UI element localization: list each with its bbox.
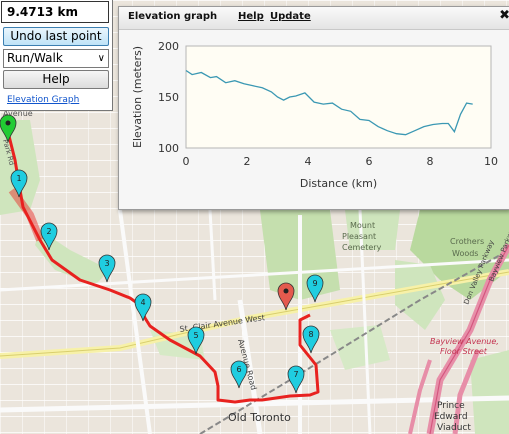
route-marker-5[interactable]: 5 xyxy=(187,326,205,355)
park-area xyxy=(345,210,400,250)
map-pin-icon xyxy=(230,360,248,389)
map-label-bayview: Bayview Avenue, Floor Street xyxy=(430,337,499,356)
road-edge xyxy=(0,271,509,357)
end-marker[interactable] xyxy=(277,282,295,311)
window-title: Elevation graph xyxy=(128,11,218,22)
map-pin-icon xyxy=(0,114,17,143)
bayview-avenue xyxy=(452,349,481,434)
marker-label: 1 xyxy=(16,174,21,183)
y-tick-label: 200 xyxy=(158,40,179,53)
marker-label: 2 xyxy=(46,227,51,236)
route-marker-2[interactable]: 2 xyxy=(40,222,58,251)
route-highlight xyxy=(8,187,44,242)
road xyxy=(0,258,509,292)
park-area xyxy=(395,260,445,330)
route-marker-1[interactable]: 1 xyxy=(10,169,28,198)
route-marker-4[interactable]: 4 xyxy=(134,293,152,322)
elevation-graph-window: Elevation graph Help Update ✖ 0 2 4 6 8 10 100… xyxy=(118,6,509,210)
map-pin-icon xyxy=(287,365,305,394)
road xyxy=(118,209,152,434)
marker-label: 4 xyxy=(140,298,145,307)
elevation-graph-link[interactable]: Elevation Graph xyxy=(7,95,80,105)
pin-dot xyxy=(5,120,11,126)
park-area xyxy=(470,350,509,434)
y-axis-label: Elevation (meters) xyxy=(131,46,144,148)
x-tick-label: 10 xyxy=(484,155,498,168)
park-area xyxy=(35,230,110,285)
x-tick-label: 2 xyxy=(244,155,251,168)
distance-display: 9.4713 km xyxy=(1,1,109,23)
route-line xyxy=(6,131,320,404)
route-marker-6[interactable]: 6 xyxy=(230,360,248,389)
road xyxy=(208,209,217,301)
park-area xyxy=(330,325,390,370)
map-label-old-toronto: Old Toronto xyxy=(228,411,291,424)
map-label-mount-pleasant: Mount Pleasant Cemetery xyxy=(342,221,382,252)
route-marker-3[interactable]: 3 xyxy=(98,254,116,283)
mode-select[interactable]: Run/Walk ∨ xyxy=(3,49,109,68)
map-label-prince-edward: Prince Edward Viaduct xyxy=(434,401,471,433)
map-pin-icon xyxy=(10,169,28,198)
undo-last-point-button[interactable]: Undo last point xyxy=(3,27,109,46)
road xyxy=(358,209,372,434)
marker-label: 5 xyxy=(193,331,198,340)
map-pin-icon xyxy=(277,282,295,311)
plot-area xyxy=(185,45,492,149)
marker-label: 8 xyxy=(308,330,313,339)
marker-label: 3 xyxy=(104,259,109,268)
elevation-chart: 0 2 4 6 8 10 100 150 200 Distance (km) Elevation… xyxy=(131,40,498,190)
map-pin-icon xyxy=(187,326,205,355)
help-button[interactable]: Help xyxy=(3,70,109,89)
map-pin-icon xyxy=(98,254,116,283)
x-tick-label: 8 xyxy=(427,155,434,168)
x-tick-label: 0 xyxy=(183,155,190,168)
marker-label: 7 xyxy=(293,370,298,379)
x-tick-label: 6 xyxy=(366,155,373,168)
y-tick-label: 150 xyxy=(158,91,179,104)
map-pin-icon xyxy=(302,325,320,354)
control-panel: 9.4713 km Undo last point Run/Walk ∨ Hel… xyxy=(0,0,113,111)
map-label-crothers: Crothers Woods xyxy=(450,237,484,258)
close-icon[interactable]: ✖ xyxy=(499,8,509,23)
elevation-series-line xyxy=(185,69,473,136)
route-marker-9[interactable]: 9 xyxy=(306,274,324,303)
map-pin-icon xyxy=(306,274,324,303)
chevron-down-icon: ∨ xyxy=(97,53,105,64)
avenue-road xyxy=(237,299,263,434)
marker-label: 6 xyxy=(236,365,241,374)
window-update-link[interactable]: Update xyxy=(270,11,311,22)
map-label-avenue: Avenue xyxy=(3,109,33,118)
window-help-link[interactable]: Help xyxy=(238,11,264,22)
route-marker-7[interactable]: 7 xyxy=(287,365,305,394)
road xyxy=(0,395,509,413)
x-tick-label: 4 xyxy=(305,155,312,168)
pin-dot xyxy=(283,288,289,294)
route-marker-8[interactable]: 8 xyxy=(302,325,320,354)
railway xyxy=(199,249,509,434)
road-edge xyxy=(429,244,509,434)
ramp xyxy=(408,359,432,434)
map-pin-icon xyxy=(134,293,152,322)
y-tick-label: 100 xyxy=(158,142,179,155)
x-axis-label: Distance (km) xyxy=(300,177,377,190)
window-titlebar[interactable]: Elevation graph Help Update ✖ xyxy=(119,7,509,30)
map-pin-icon xyxy=(40,222,58,251)
mode-select-value: Run/Walk xyxy=(7,51,63,65)
start-marker[interactable] xyxy=(0,114,17,143)
marker-label: 9 xyxy=(312,279,317,288)
